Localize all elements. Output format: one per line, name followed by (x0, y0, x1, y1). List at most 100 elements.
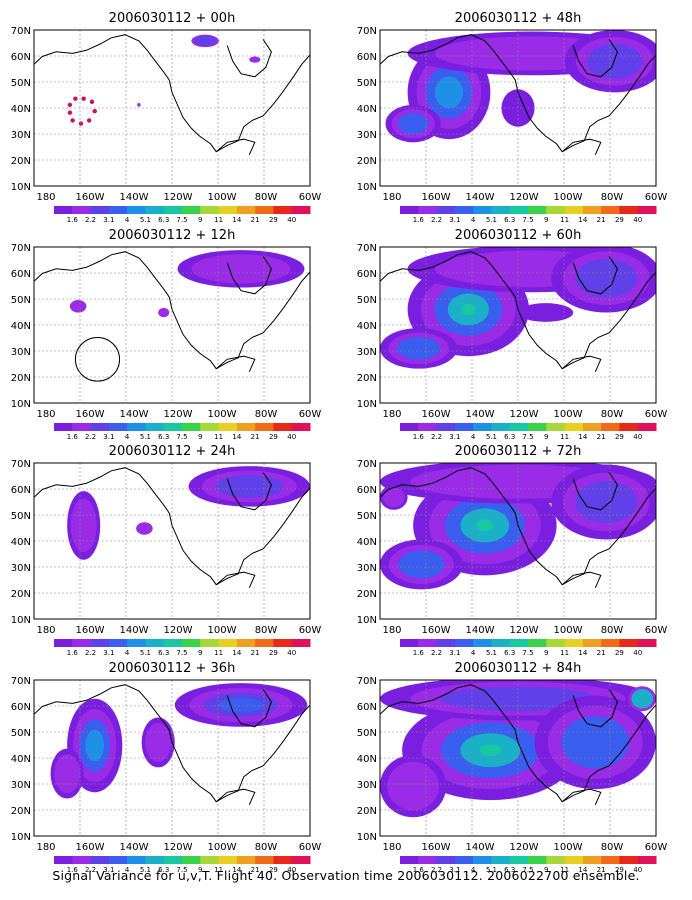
lon-tick-label: 80W (255, 192, 278, 203)
colorbar-swatch (163, 639, 183, 647)
lat-tick-label: 60N (357, 702, 377, 713)
colorbar-swatch (273, 639, 293, 647)
lon-tick-label: 120W (164, 842, 193, 853)
colorbar-swatch (473, 206, 492, 214)
flight-track-point (92, 108, 97, 114)
colorbar-swatch (619, 423, 639, 431)
colorbar-label: 21 (597, 433, 606, 441)
colorbar-swatch (582, 639, 602, 647)
colorbar-swatch (509, 423, 529, 431)
variance-contour (218, 697, 264, 713)
flight-track-point (67, 102, 73, 108)
colorbar-label: 11 (214, 649, 223, 657)
panel-title: 2006030112 + 24h (109, 444, 236, 459)
colorbar-swatch (637, 856, 657, 864)
colorbar-swatch (601, 856, 620, 864)
lat-tick-label: 20N (357, 589, 377, 600)
lat-tick-label: 70N (357, 676, 377, 687)
colorbar-swatch (72, 856, 92, 864)
colorbar-swatch (509, 206, 529, 214)
colorbar-label: 29 (269, 433, 278, 441)
lon-tick-label: 60W (645, 192, 668, 203)
lon-tick-label: 100W (554, 842, 583, 853)
variance-contour (461, 303, 476, 316)
colorbar-label: 5.1 (140, 433, 151, 441)
colorbar-label: 2.2 (431, 866, 442, 874)
colorbar-label: 4 (471, 649, 476, 657)
figure-caption: Signal Variance for u,v,T. Flight 40. Ob… (52, 868, 640, 883)
gulf-outline (561, 788, 602, 806)
colorbar-label: 14 (578, 866, 587, 874)
lat-tick-label: 20N (357, 806, 377, 817)
lon-tick-label: 120W (510, 192, 539, 203)
colorbar-swatch (418, 423, 438, 431)
variance-contour (158, 307, 170, 318)
lon-tick-label: 120W (164, 409, 193, 420)
map-field (34, 247, 310, 403)
lat-tick-label: 40N (357, 104, 377, 115)
variance-contour (561, 716, 630, 769)
colorbar-label: 7.5 (522, 649, 533, 657)
variance-contour (479, 744, 501, 757)
lon-tick-label: 140W (120, 842, 149, 853)
colorbar-label: 40 (287, 866, 296, 874)
lon-tick-label: 140W (120, 192, 149, 203)
colorbar-swatch (273, 206, 293, 214)
flight-track-point (73, 96, 78, 101)
variance-contour (249, 56, 261, 63)
colorbar-swatch (509, 856, 529, 864)
colorbar-swatch (436, 639, 456, 647)
colorbar-swatch (255, 639, 274, 647)
colorbar-swatch (491, 856, 511, 864)
lat-tick-label: 70N (11, 243, 31, 254)
colorbar-label: 1.6 (67, 216, 79, 224)
variance-contour (137, 103, 141, 107)
colorbar-swatch (72, 423, 92, 431)
colorbar-label: 29 (269, 216, 278, 224)
colorbar-label: 2.2 (85, 866, 96, 874)
colorbar-swatch (182, 206, 201, 214)
colorbar-label: 40 (287, 216, 296, 224)
map-field (380, 30, 656, 186)
lon-tick-label: 160W (422, 192, 451, 203)
colorbar-swatch (163, 856, 183, 864)
panel-title: 2006030112 + 60h (455, 228, 582, 243)
colorbar-swatch (291, 856, 311, 864)
map-panel-5: 2006030112 + 72h 70N 60N 50N 40N 30N 20N 10N 180… (357, 444, 668, 657)
lat-tick-label: 70N (11, 459, 31, 470)
lon-tick-label: 140W (466, 409, 495, 420)
colorbar-swatch (54, 639, 73, 647)
colorbar-label: 11 (560, 866, 569, 874)
colorbar-swatch (291, 639, 311, 647)
colorbar-swatch (145, 856, 165, 864)
colorbar-label: 5.1 (486, 866, 497, 874)
colorbar-swatch (200, 423, 220, 431)
colorbar-label: 6.3 (504, 649, 515, 657)
colorbar-swatch (182, 639, 201, 647)
colorbar-swatch (182, 856, 201, 864)
colorbar-swatch (236, 206, 256, 214)
colorbar-swatch (255, 423, 274, 431)
coastline (380, 251, 656, 370)
lat-tick-label: 50N (11, 295, 31, 306)
lon-tick-label: 160W (76, 625, 105, 636)
observation-circle (74, 336, 121, 382)
colorbar-label: 14 (232, 433, 241, 441)
lon-tick-label: 80W (255, 842, 278, 853)
lat-tick-label: 30N (11, 347, 31, 358)
gulf-outline (215, 571, 256, 589)
colorbar-swatch (582, 423, 602, 431)
map-panel-1: 2006030112 + 48h 70N 60N 50N 40N 30N 20N 10N 180… (357, 11, 668, 224)
colorbar-swatch (601, 206, 620, 214)
colorbar-label: 6.3 (158, 433, 169, 441)
map-frame (33, 246, 311, 404)
lat-tick-label: 50N (11, 78, 31, 89)
colorbar-label: 9 (198, 649, 202, 657)
colorbar-swatch (491, 639, 511, 647)
colorbar-swatch (491, 423, 511, 431)
lat-tick-label: 50N (357, 295, 377, 306)
map-field (380, 247, 656, 403)
lat-tick-label: 60N (11, 702, 31, 713)
colorbar-swatch (564, 639, 584, 647)
colorbar-swatch (273, 856, 293, 864)
